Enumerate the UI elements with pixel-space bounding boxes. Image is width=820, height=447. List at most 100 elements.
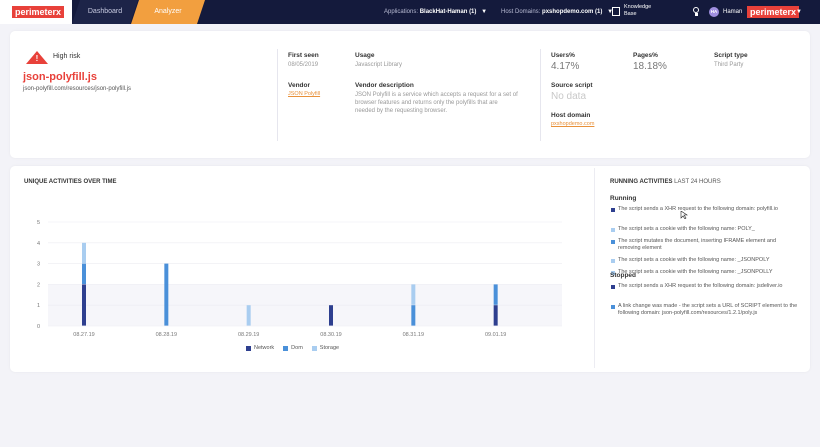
bar-dom-08.28.19[interactable]	[164, 263, 169, 326]
risk-label: High risk	[53, 53, 81, 60]
first-seen-label: First seen	[288, 52, 319, 59]
activity-bullet	[611, 208, 615, 212]
activity-bullet	[611, 285, 615, 289]
bar-network-08.30.19[interactable]	[329, 305, 333, 326]
unique-activities-title: UNIQUE ACTIVITIES OVER TIME	[24, 179, 117, 185]
stopped-label: Stopped	[610, 272, 636, 279]
running-activity-item: The script sets a cookie with the follow…	[611, 257, 799, 265]
chevron-down-icon: ▼	[481, 9, 488, 15]
divider	[540, 49, 541, 141]
activity-bullet	[611, 227, 615, 232]
chevron-down-icon: ▼	[607, 9, 614, 15]
y-tick-label: 1	[37, 303, 40, 309]
activity-bullet	[611, 259, 615, 263]
legend-swatch	[311, 345, 317, 351]
source-script-label: Source script	[551, 82, 593, 89]
legend-storage[interactable]: Storage	[311, 345, 340, 351]
bar-dom-08.31.19[interactable]	[411, 305, 416, 326]
mouse-cursor-icon	[680, 211, 688, 219]
activity-bullet	[611, 271, 615, 275]
script-details-card: ! High risk json-polyfill.js json-polyfi…	[10, 31, 810, 158]
running-activity-item: The script sends a XHR request to the fo…	[611, 206, 799, 214]
users-label: Users%	[551, 52, 575, 59]
x-tick-label: 08.29.19	[238, 332, 259, 338]
running-label: Running	[610, 195, 637, 202]
bar-storage-08.27.19[interactable]	[82, 242, 86, 264]
vendor-link[interactable]: JSON Polyfill	[288, 91, 321, 97]
applications-count: (1)	[469, 9, 477, 15]
top-nav: perimeterx Dashboard Analyzer Applicatio…	[0, 0, 820, 24]
bar-dom-09.01.19[interactable]	[493, 284, 498, 305]
activity-text: The script sets a cookie with the follow…	[618, 257, 770, 263]
applications-selector[interactable]: Applications: BlackHat-Haman (1) ▼	[384, 0, 487, 24]
legend-dom[interactable]: Dom	[283, 345, 303, 351]
x-tick-label: 09.01.19	[485, 332, 506, 338]
usage-value: Javascript Library	[355, 62, 403, 68]
activity-text: The script sets a cookie with the follow…	[618, 269, 773, 275]
lightbulb-icon[interactable]	[693, 7, 699, 13]
perimeterx-brand-logo[interactable]: perimeterx	[747, 6, 800, 18]
host-domains-count: (1)	[595, 9, 603, 15]
activities-chart: 0 1 2 3 4 5 08.27.19 08.28.19 08.29.19 08.30.19 0…	[37, 220, 562, 338]
bar-dom-08.27.19[interactable]	[82, 263, 86, 284]
activity-text: A link change was made - the script sets…	[618, 302, 798, 317]
running-activity-item: The script sets a cookie with the follow…	[611, 269, 799, 277]
usage-label: Usage	[355, 52, 375, 59]
activity-bullet	[611, 239, 615, 244]
warning-icon: !	[26, 51, 48, 64]
bar-storage-08.31.19[interactable]	[411, 284, 416, 305]
tab-dashboard[interactable]: Dashboard	[72, 0, 138, 24]
username[interactable]: Haman	[723, 9, 743, 15]
running-activity-item: The script mutates the document, inserti…	[611, 238, 799, 253]
legend-label: Dom	[291, 345, 303, 351]
bar-network-09.01.19[interactable]	[493, 305, 498, 326]
x-tick-label: 08.28.19	[156, 332, 177, 338]
running-activities-period: LAST 24 HOURS	[674, 179, 721, 185]
y-tick-label: 2	[37, 282, 40, 288]
script-name: json-polyfill.js	[23, 71, 97, 83]
x-tick-label: 08.27.19	[73, 332, 94, 338]
avatar[interactable]: HA	[709, 7, 719, 17]
activity-text: The script sets a cookie with the follow…	[618, 225, 755, 232]
tab-analyzer[interactable]: Analyzer	[131, 0, 205, 24]
legend-network[interactable]: Network	[246, 345, 274, 351]
host-domains-value: pxshopdemo.com	[542, 9, 594, 15]
legend-swatch	[283, 345, 289, 351]
legend-label: Storage	[319, 345, 340, 351]
lightbulb-base	[695, 13, 698, 16]
x-tick-label: 08.31.19	[403, 332, 424, 338]
knowledge-base-link[interactable]: Knowledge Base	[624, 4, 652, 17]
host-domains-label: Host Domains:	[501, 9, 541, 15]
host-domains-selector[interactable]: Host Domains: pxshopdemo.com (1) ▼	[501, 0, 613, 24]
legend-swatch	[246, 345, 251, 351]
applications-value: BlackHat-Haman	[419, 9, 468, 15]
vendor-label: Vendor	[288, 82, 311, 89]
script-type-label: Script type	[714, 52, 748, 59]
y-tick-label: 5	[37, 220, 40, 226]
book-icon[interactable]	[612, 7, 620, 16]
vendor-description-label: Vendor description	[355, 82, 414, 89]
running-activities-heading: RUNNING ACTIVITIES	[610, 179, 673, 185]
applications-label: Applications:	[384, 9, 419, 15]
activities-card: UNIQUE ACTIVITIES OVER TIME 0 1 2 3 4 5 08.27…	[10, 166, 810, 372]
logo-area[interactable]: perimeterx	[0, 0, 72, 24]
first-seen-value: 08/05/2019	[288, 62, 319, 68]
activity-text: The script mutates the document, inserti…	[618, 237, 777, 252]
y-tick-label: 0	[37, 324, 40, 330]
activity-bullet	[611, 304, 615, 309]
host-domain-link[interactable]: pxshopdemo.com	[551, 121, 595, 127]
chart-legend: Network Dom Storage	[246, 345, 348, 353]
chevron-down-icon[interactable]: ▼	[796, 9, 802, 15]
pages-value: 18.18%	[633, 61, 667, 72]
source-script-value: No data	[551, 91, 587, 102]
divider	[277, 49, 278, 141]
script-url: json-polyfill.com/resources/json-polyfil…	[23, 86, 132, 92]
warning-icon-mark: !	[35, 54, 39, 63]
vendor-description: JSON Polyfill is a service which accepts…	[355, 92, 518, 114]
bar-storage-08.29.19[interactable]	[246, 305, 251, 326]
running-activity-item: The script sets a cookie with the follow…	[611, 226, 799, 234]
y-tick-label: 3	[37, 262, 40, 268]
activity-text: The script sends a XHR request to the fo…	[618, 283, 783, 289]
bar-network-08.27.19[interactable]	[82, 284, 86, 326]
legend-label: Network	[254, 345, 275, 351]
